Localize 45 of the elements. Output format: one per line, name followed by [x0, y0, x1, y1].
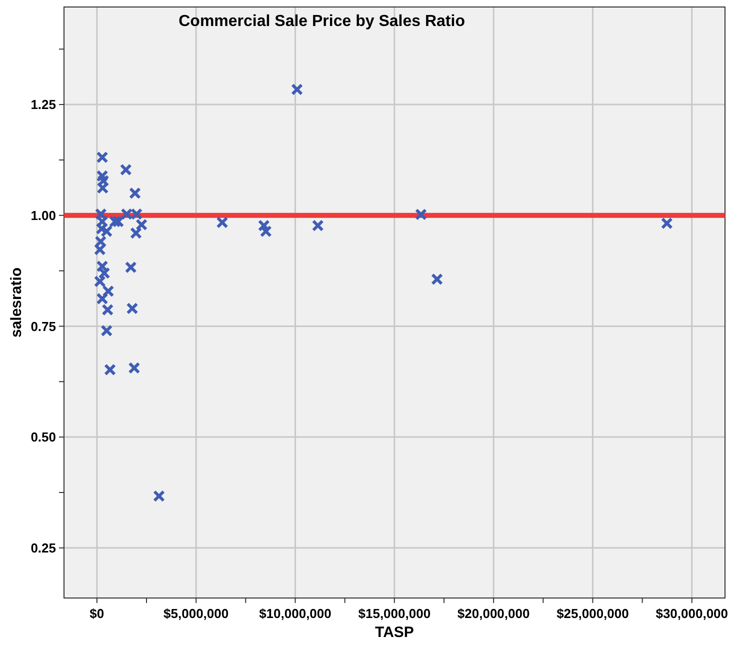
point	[96, 151, 108, 164]
point	[104, 364, 116, 376]
x-tick-label: $5,000,000	[164, 606, 229, 621]
y-tick-label: 0.75	[30, 318, 56, 334]
x-tick-label: $25,000,000	[556, 606, 629, 621]
point	[94, 275, 106, 288]
x-tick-label: $30,000,000	[656, 606, 728, 621]
point	[96, 182, 109, 194]
point	[312, 220, 324, 232]
point	[124, 261, 137, 274]
point	[414, 208, 427, 220]
point	[94, 236, 107, 248]
y-tick-label: 1.25	[30, 97, 56, 112]
point	[660, 217, 673, 230]
point	[94, 244, 106, 256]
point	[96, 292, 108, 305]
point	[129, 187, 141, 200]
point	[258, 220, 270, 232]
y-tick-label: 0.50	[30, 430, 56, 445]
point	[260, 225, 272, 238]
point	[102, 304, 114, 316]
chart-title: Commercial Sale Price by Sales Ratio	[178, 13, 466, 30]
point	[96, 260, 108, 272]
point	[216, 216, 228, 228]
point	[102, 285, 114, 298]
x-tick-label: $20,000,000	[457, 606, 530, 621]
point	[136, 218, 148, 231]
point	[120, 164, 132, 176]
point	[128, 362, 140, 374]
point	[94, 208, 107, 220]
point	[126, 302, 138, 314]
y-tick-label: 0.25	[30, 540, 56, 556]
point	[431, 273, 444, 286]
x-axis-title: TASP	[375, 624, 414, 641]
x-tick-label: $10,000,000	[259, 606, 332, 621]
x-tick-label: $15,000,000	[358, 606, 431, 621]
point	[98, 267, 110, 280]
point	[112, 216, 124, 228]
point	[100, 324, 113, 337]
point	[152, 490, 165, 502]
y-tick-label: 1.00	[30, 208, 56, 223]
point	[130, 227, 142, 240]
point	[291, 83, 304, 96]
x-tick-label: $0	[90, 606, 104, 621]
y-axis-title: salesratio	[8, 267, 25, 338]
